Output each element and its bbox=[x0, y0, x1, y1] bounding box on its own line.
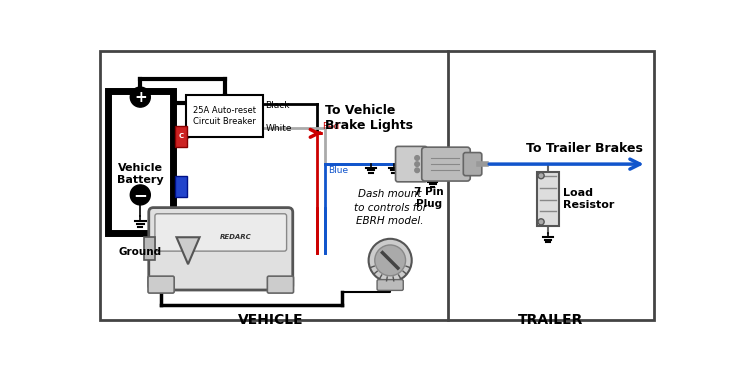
Bar bbox=[107, 91, 173, 233]
FancyBboxPatch shape bbox=[377, 280, 404, 291]
Text: Black: Black bbox=[265, 101, 290, 110]
Bar bbox=[175, 176, 187, 197]
Text: White: White bbox=[265, 124, 292, 133]
Text: VEHICLE: VEHICLE bbox=[238, 313, 304, 327]
Circle shape bbox=[415, 162, 420, 166]
Circle shape bbox=[375, 245, 406, 276]
FancyBboxPatch shape bbox=[148, 276, 174, 293]
Text: Vehicle
Battery: Vehicle Battery bbox=[117, 163, 164, 185]
Circle shape bbox=[130, 185, 150, 205]
Text: REDARC: REDARC bbox=[220, 234, 252, 240]
FancyBboxPatch shape bbox=[268, 276, 293, 293]
Text: Ground: Ground bbox=[119, 247, 162, 257]
Circle shape bbox=[538, 173, 544, 179]
FancyBboxPatch shape bbox=[155, 214, 287, 251]
Bar bbox=[186, 95, 263, 137]
Text: Red: Red bbox=[322, 122, 339, 131]
Bar bbox=[144, 237, 155, 260]
FancyBboxPatch shape bbox=[463, 153, 482, 176]
Circle shape bbox=[368, 239, 412, 282]
Bar bbox=[537, 172, 559, 226]
Circle shape bbox=[415, 156, 420, 160]
Text: 25A Auto-reset
Circuit Breaker: 25A Auto-reset Circuit Breaker bbox=[193, 106, 256, 126]
FancyBboxPatch shape bbox=[422, 147, 470, 181]
Text: Blue: Blue bbox=[329, 166, 348, 175]
Circle shape bbox=[538, 219, 544, 225]
FancyBboxPatch shape bbox=[148, 208, 293, 290]
Text: To Trailer Brakes: To Trailer Brakes bbox=[526, 142, 642, 155]
Text: C: C bbox=[178, 134, 183, 140]
Text: TRAILER: TRAILER bbox=[518, 313, 584, 327]
Polygon shape bbox=[176, 237, 200, 264]
Text: −: − bbox=[133, 186, 147, 204]
Text: 7 Pin
Plug: 7 Pin Plug bbox=[414, 187, 443, 209]
Circle shape bbox=[415, 168, 420, 173]
FancyBboxPatch shape bbox=[395, 146, 427, 182]
Circle shape bbox=[130, 87, 150, 107]
Text: Load
Resistor: Load Resistor bbox=[564, 188, 614, 210]
Bar bbox=[175, 126, 187, 147]
Text: +: + bbox=[134, 90, 147, 104]
Text: Dash mount
to controls for
EBRH model.: Dash mount to controls for EBRH model. bbox=[354, 189, 426, 226]
Text: To Vehicle
Brake Lights: To Vehicle Brake Lights bbox=[325, 104, 413, 132]
